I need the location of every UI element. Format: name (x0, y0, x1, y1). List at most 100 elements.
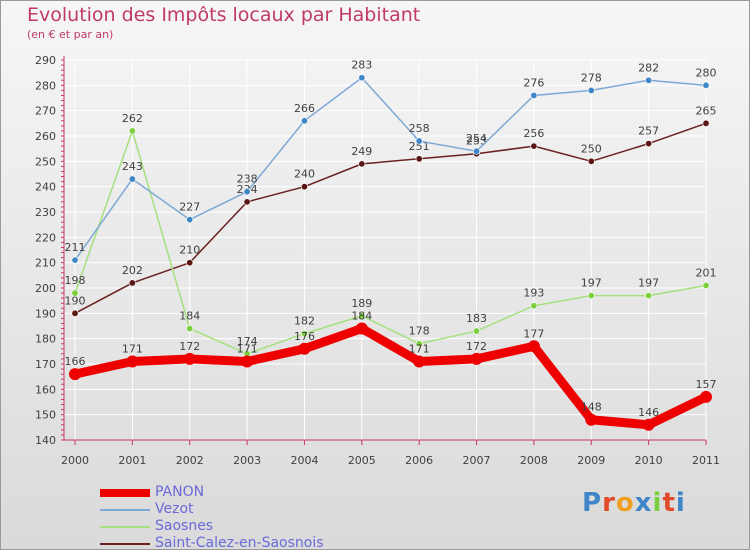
legend-label: PANON (155, 484, 205, 500)
y-tick-label: 240 (35, 181, 56, 194)
data-label-saint-calez-en-saosnois: 250 (581, 142, 602, 155)
data-point-saosnes (71, 289, 79, 297)
data-label-vezot: 254 (466, 132, 487, 145)
data-point-saosnes (530, 302, 538, 310)
data-point-panon (527, 340, 540, 353)
data-point-vezot (530, 91, 538, 99)
data-label-saosnes: 189 (351, 297, 372, 310)
data-point-saosnes (128, 127, 136, 135)
data-point-saint-calez-en-saosnois (243, 198, 251, 206)
data-point-panon (413, 355, 426, 368)
data-label-saosnes: 178 (409, 325, 430, 338)
data-point-vezot (358, 74, 366, 82)
data-point-vezot (473, 147, 481, 155)
data-label-vezot: 238 (237, 173, 258, 186)
legend-label: Saint-Calez-en-Saosnois (155, 535, 324, 551)
data-label-panon: 184 (351, 310, 372, 323)
data-point-vezot (645, 76, 653, 84)
data-label-saint-calez-en-saosnois: 190 (65, 294, 86, 307)
data-point-saint-calez-en-saosnois (415, 155, 423, 163)
data-point-panon (241, 355, 254, 368)
x-tick-label: 2010 (635, 454, 663, 467)
data-label-vezot: 211 (65, 241, 86, 254)
x-tick-label: 2005 (348, 454, 376, 467)
data-label-vezot: 283 (351, 59, 372, 72)
x-tick-label: 2006 (405, 454, 433, 467)
data-point-panon (69, 368, 81, 381)
legend-item-panon: PANON (100, 484, 360, 501)
y-tick-label: 160 (35, 383, 56, 396)
data-label-saint-calez-en-saosnois: 265 (696, 104, 717, 117)
y-tick-label: 270 (35, 105, 56, 118)
data-label-panon: 176 (294, 330, 315, 343)
data-label-vezot: 258 (409, 122, 430, 135)
data-label-panon: 172 (179, 340, 200, 353)
data-label-saint-calez-en-saosnois: 253 (466, 135, 487, 148)
data-point-panon (183, 352, 196, 365)
data-point-vezot (71, 256, 79, 264)
series-line-saint-calez-en-saosnois (74, 122, 707, 315)
data-point-vezot (300, 117, 308, 125)
series-line-saosnes (74, 130, 707, 355)
data-label-saosnes: 197 (581, 277, 602, 290)
data-label-saint-calez-en-saosnois: 256 (523, 127, 544, 140)
data-label-saosnes: 184 (179, 310, 200, 323)
legend-item-saosnes: Saosnes (100, 518, 360, 535)
legend-label: Saosnes (155, 518, 214, 534)
y-tick-label: 210 (35, 257, 56, 270)
data-point-saint-calez-en-saosnois (530, 142, 538, 150)
data-point-saint-calez-en-saosnois (587, 157, 595, 165)
y-tick-label: 170 (35, 358, 56, 371)
data-label-vezot: 278 (581, 71, 602, 84)
data-label-panon: 166 (65, 355, 86, 368)
data-point-saint-calez-en-saosnois (702, 119, 710, 127)
legend-item-vezot: Vezot (100, 501, 360, 518)
data-label-saint-calez-en-saosnois: 257 (638, 125, 659, 138)
chart-title: Evolution des Impôts locaux par Habitant (27, 4, 421, 26)
data-label-saosnes: 197 (638, 277, 659, 290)
legend-swatch (100, 543, 150, 545)
y-tick-label: 220 (35, 231, 56, 244)
data-point-saint-calez-en-saosnois (358, 160, 366, 168)
data-point-vezot (702, 81, 710, 89)
data-label-saosnes: 198 (65, 274, 86, 287)
data-label-panon: 148 (581, 401, 602, 414)
data-label-saint-calez-en-saosnois: 251 (409, 140, 430, 153)
legend-item-saint-calez-en-saosnois: Saint-Calez-en-Saosnois (100, 535, 360, 552)
data-label-vezot: 266 (294, 102, 315, 115)
data-label-panon: 172 (466, 340, 487, 353)
data-label-panon: 171 (237, 342, 258, 355)
x-tick-label: 2003 (233, 454, 261, 467)
data-point-saint-calez-en-saosnois (645, 140, 653, 148)
x-tick-label: 2011 (692, 454, 720, 467)
data-point-saosnes (645, 292, 653, 300)
data-label-saosnes: 201 (696, 266, 717, 279)
chart-legend: PANON Vezot Saosnes Saint-Calez-en-Saosnois (100, 484, 360, 552)
x-tick-label: 2008 (520, 454, 548, 467)
data-point-vezot (128, 175, 136, 183)
y-tick-label: 190 (35, 307, 56, 320)
series-line-vezot (74, 76, 707, 261)
data-label-panon: 177 (523, 327, 544, 340)
y-tick-label: 260 (35, 130, 56, 143)
data-label-saosnes: 193 (523, 287, 544, 300)
data-label-saint-calez-en-saosnois: 249 (351, 145, 372, 158)
proxiti-logo: Proxiti (582, 488, 686, 518)
y-tick-label: 200 (35, 282, 56, 295)
y-tick-label: 140 (35, 434, 56, 447)
data-point-saosnes (358, 312, 366, 320)
data-point-panon (298, 342, 311, 355)
data-label-panon: 146 (638, 406, 659, 419)
data-point-saint-calez-en-saosnois (186, 259, 194, 267)
data-label-vezot: 243 (122, 160, 143, 173)
y-tick-label: 280 (35, 79, 56, 92)
data-label-saint-calez-en-saosnois: 202 (122, 264, 143, 277)
legend-swatch (100, 509, 150, 511)
data-point-panon (642, 418, 655, 431)
data-point-saint-calez-en-saosnois (128, 279, 136, 287)
data-point-saosnes (186, 325, 194, 333)
data-label-saint-calez-en-saosnois: 240 (294, 168, 315, 181)
data-point-vezot (186, 216, 194, 224)
data-point-panon (585, 413, 598, 426)
